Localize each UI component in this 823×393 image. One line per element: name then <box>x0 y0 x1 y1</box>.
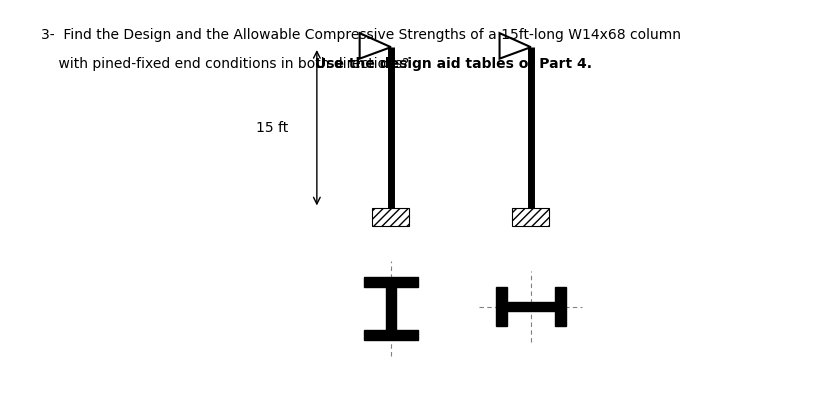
Text: 15 ft: 15 ft <box>256 121 288 135</box>
Bar <box>385 287 396 330</box>
Text: with pined-fixed end conditions in both directions?: with pined-fixed end conditions in both … <box>41 57 414 71</box>
Bar <box>506 302 555 311</box>
Bar <box>555 287 565 326</box>
Text: Use the design aid tables of Part 4.: Use the design aid tables of Part 4. <box>315 57 593 71</box>
Bar <box>512 208 550 226</box>
Bar <box>372 208 409 226</box>
Bar <box>364 277 418 287</box>
Text: 3-  Find the Design and the Allowable Compressive Strengths of a 15ft-long W14x6: 3- Find the Design and the Allowable Com… <box>41 28 681 42</box>
Bar <box>495 287 506 326</box>
Bar <box>364 330 418 340</box>
